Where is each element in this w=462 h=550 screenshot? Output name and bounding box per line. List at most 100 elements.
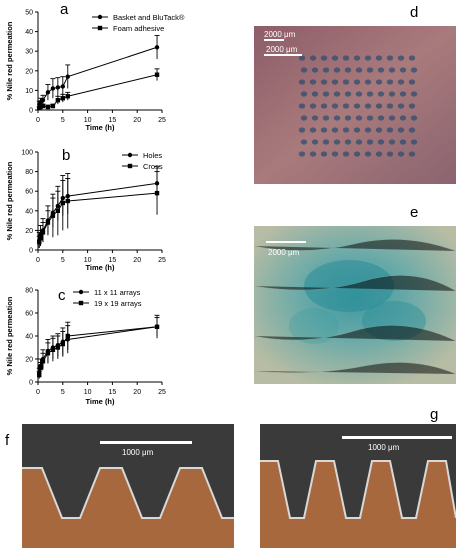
y-tick-label: 60	[25, 311, 33, 318]
microneedle-spot	[388, 115, 396, 121]
microneedle-spot	[364, 103, 372, 109]
micrograph-e-image: 2000 μm	[254, 226, 456, 384]
microneedle-spot	[408, 55, 416, 61]
legend-label: Basket and BluTack®	[113, 13, 185, 22]
y-axis-title: % Nile red permeation	[5, 161, 14, 240]
microneedle-spot	[397, 55, 405, 61]
legend-marker	[127, 163, 133, 169]
data-point	[45, 90, 51, 95]
microneedle-spot	[366, 91, 374, 97]
y-axis-title: % Nile red permeation	[5, 21, 14, 100]
oct-image-g: 1000 μm	[260, 424, 456, 548]
scale-label: 1000 μm	[122, 448, 154, 457]
x-tick-label: 10	[84, 257, 92, 264]
micrograph-d: 2000 μm 2000 μm	[254, 26, 456, 184]
y-tick-label: 20	[25, 357, 33, 364]
microneedle-spot	[397, 127, 405, 133]
microneedle-spot	[386, 151, 394, 157]
microneedle-spot	[410, 139, 418, 145]
scale-label: 2000 μm	[266, 45, 298, 54]
data-point	[65, 198, 70, 204]
microneedle-spot	[342, 103, 350, 109]
microneedle-spot	[353, 151, 361, 157]
data-point	[60, 200, 65, 206]
y-axis-title: % Nile red permeation	[5, 296, 14, 375]
microneedle-spot	[375, 151, 383, 157]
microneedle-spot	[309, 103, 317, 109]
x-tick-label: 0	[36, 257, 40, 264]
microneedle-spot	[298, 79, 306, 85]
x-tick-label: 0	[36, 117, 40, 124]
panel-label-f: f	[5, 432, 10, 449]
panel-label-d: d	[410, 4, 419, 21]
microneedle-spot	[322, 139, 330, 145]
microneedle-spot	[366, 115, 374, 121]
legend-marker	[127, 152, 133, 158]
data-point	[38, 366, 43, 371]
data-point	[40, 359, 46, 364]
chart-a: 0 5 10 15 20 25 0 10 20 30 40 50 Time (h) % Nile red …	[5, 10, 185, 133]
microneedle-spot	[410, 115, 418, 121]
legend-label: Holes	[143, 151, 162, 160]
microneedle-spot	[322, 91, 330, 97]
microneedle-spot	[320, 55, 328, 61]
microneedle-spot	[311, 91, 319, 97]
y-tick-label: 100	[21, 150, 33, 157]
microneedle-spot	[410, 91, 418, 97]
legend-label: 19 x 19 arrays	[94, 299, 142, 308]
microneedle-spot	[331, 127, 339, 133]
microneedle-spot	[309, 127, 317, 133]
microneedle-spot	[397, 79, 405, 85]
data-point	[38, 236, 43, 241]
y-tick-label: 10	[25, 88, 33, 95]
microneedle-spot	[375, 55, 383, 61]
microneedle-spot	[300, 91, 308, 97]
microneedle-spot	[399, 91, 407, 97]
panel-label-g: g	[430, 406, 439, 423]
microneedle-spot	[399, 67, 407, 73]
x-axis-title: Time (h)	[85, 263, 115, 272]
microneedle-spot	[298, 127, 306, 133]
y-tick-label: 80	[25, 169, 33, 176]
x-tick-label: 25	[158, 117, 166, 124]
microneedle-spot	[399, 115, 407, 121]
y-tick-label: 0	[29, 380, 33, 387]
chart-b: 0 5 10 15 20 25 0 20 40 60 80 100 Time (h) % Nile red…	[5, 150, 166, 273]
x-tick-label: 25	[158, 257, 166, 264]
data-point	[60, 84, 65, 89]
data-point	[37, 372, 42, 378]
microneedle-spot	[377, 139, 385, 145]
microneedle-spot	[320, 127, 328, 133]
data-point	[50, 213, 56, 218]
microneedle-spot	[300, 67, 308, 73]
microneedle-spot	[333, 115, 341, 121]
microneedle-spot	[331, 103, 339, 109]
x-tick-label: 15	[109, 389, 117, 396]
microneedle-spot	[331, 79, 339, 85]
microneedle-spot	[311, 67, 319, 73]
microneedle-spot	[342, 127, 350, 133]
microneedle-spot	[309, 55, 317, 61]
microneedle-spot	[342, 79, 350, 85]
micrograph-e: 2000 μm	[254, 226, 456, 384]
data-point	[65, 333, 70, 339]
scale-bar	[266, 241, 306, 243]
microneedle-spot	[386, 79, 394, 85]
data-point	[50, 347, 56, 352]
data-point	[40, 230, 46, 235]
data-point	[60, 96, 65, 101]
microneedle-spot	[353, 55, 361, 61]
x-tick-label: 5	[61, 257, 65, 264]
microneedle-spot	[353, 103, 361, 109]
microneedle-spot	[397, 151, 405, 157]
microneedle-spot	[388, 139, 396, 145]
microneedle-spot	[364, 55, 372, 61]
x-tick-label: 0	[36, 389, 40, 396]
microneedle-spot	[320, 151, 328, 157]
y-tick-label: 50	[25, 10, 33, 17]
microneedle-spot	[353, 127, 361, 133]
x-tick-label: 15	[109, 257, 117, 264]
microneedle-spot	[333, 67, 341, 73]
data-point	[55, 85, 61, 90]
data-point	[50, 103, 56, 109]
